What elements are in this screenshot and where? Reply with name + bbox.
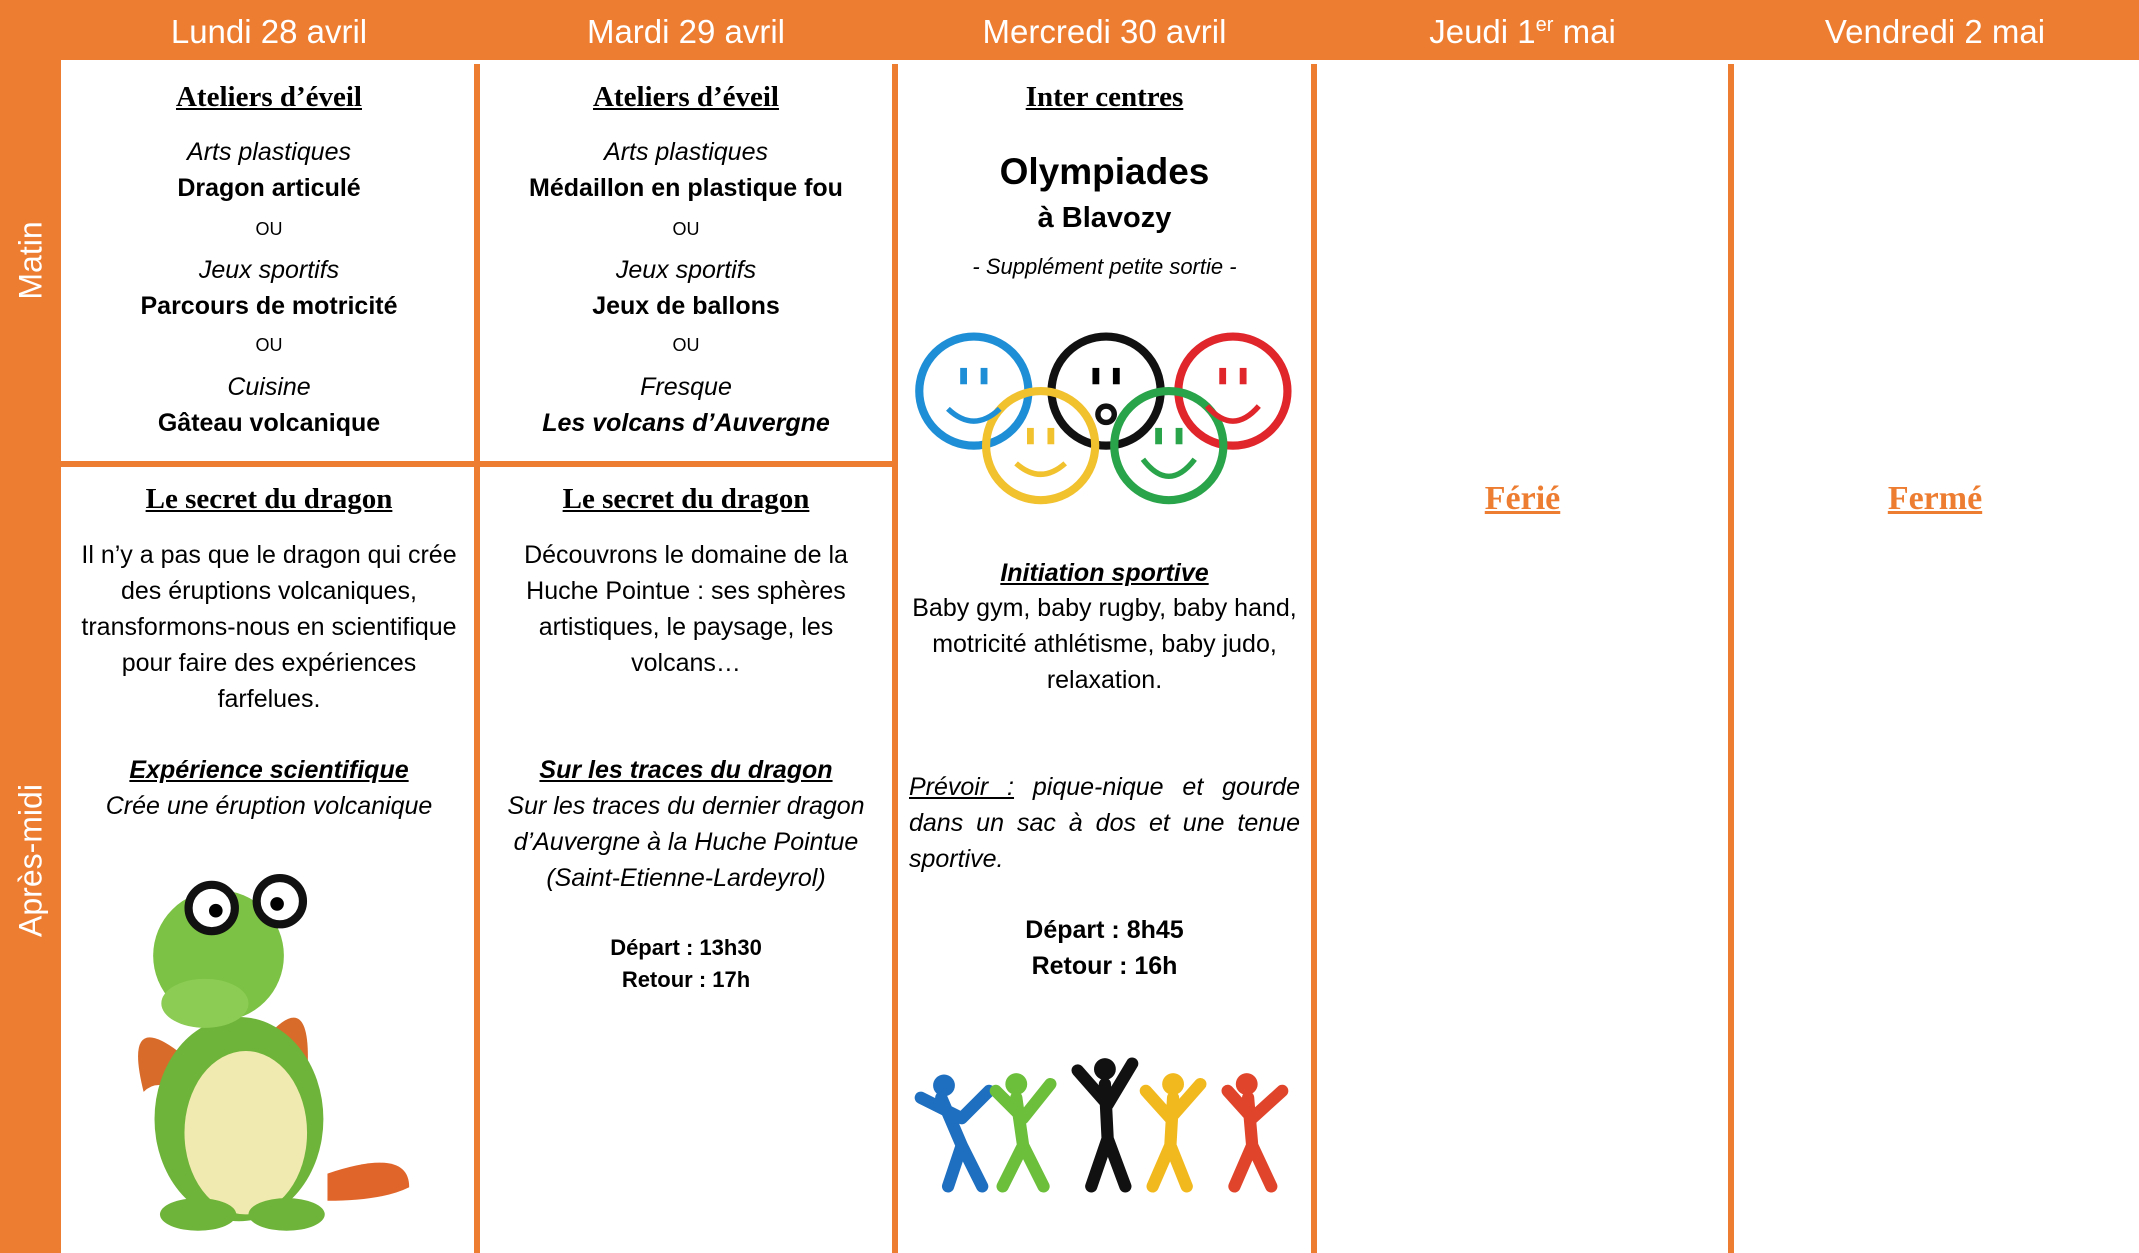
cell-subtitle: Initiation sportive bbox=[1000, 559, 1209, 587]
departure: Départ : 13h30 bbox=[610, 935, 762, 960]
cell-title: Le secret du dragon bbox=[145, 483, 393, 515]
category: Arts plastiques bbox=[187, 138, 351, 166]
return: Retour : 16h bbox=[1031, 952, 1178, 980]
cell-title: Ateliers d’éveil bbox=[175, 81, 362, 113]
separator: OU bbox=[255, 219, 283, 239]
cell-title: Ateliers d’éveil bbox=[592, 81, 779, 113]
separator: OU bbox=[672, 335, 700, 355]
grid-line bbox=[61, 60, 2139, 64]
prevoir-label: Prévoir : bbox=[909, 773, 1015, 801]
cell-subtext: Crée une éruption volcanique bbox=[105, 792, 433, 820]
period-label: Après-midi bbox=[12, 784, 49, 937]
activity: Gâteau volcanique bbox=[157, 409, 381, 437]
period-band bbox=[0, 0, 61, 1253]
separator: OU bbox=[255, 335, 283, 355]
activity: Jeux de ballons bbox=[592, 292, 780, 320]
cell-subtitle: Expérience scientifique bbox=[129, 756, 409, 784]
grid-line bbox=[1311, 63, 1317, 1253]
category: Arts plastiques bbox=[604, 138, 768, 166]
separator: OU bbox=[672, 219, 700, 239]
day-sup: er bbox=[1535, 14, 1554, 36]
prevoir: Prévoir : pique-nique et gourde dans un … bbox=[895, 769, 1314, 877]
status: Fermé bbox=[1887, 480, 1983, 517]
grid-line bbox=[1728, 63, 1734, 1253]
status: Férié bbox=[1484, 480, 1561, 517]
day-label: Jeudi 1 bbox=[1429, 13, 1536, 50]
activity: Médaillon en plastique fou bbox=[529, 174, 843, 202]
grid-line bbox=[892, 63, 898, 1253]
prevoir-text: pique-nique et gourde dans un sac à dos … bbox=[909, 773, 1300, 873]
category: Jeux sportifs bbox=[615, 256, 757, 284]
day-header: Vendredi 2 mai bbox=[1824, 13, 2046, 50]
day-header: Mercredi 30 avril bbox=[982, 13, 1227, 50]
cell-text: Baby gym, baby rugby, baby hand, motrici… bbox=[912, 594, 1297, 694]
category: Cuisine bbox=[227, 373, 311, 401]
day-header: Mardi 29 avril bbox=[586, 13, 786, 50]
cell-text: Découvrons le domaine de la Huche Pointu… bbox=[524, 541, 848, 677]
cell-title: Le secret du dragon bbox=[562, 483, 810, 515]
grid-line bbox=[474, 63, 480, 1253]
period-label: Matin bbox=[12, 221, 49, 300]
event: Olympiades bbox=[999, 151, 1210, 192]
place: à Blavozy bbox=[1037, 202, 1172, 234]
day-header: Lundi 28 avril bbox=[170, 13, 368, 50]
cell-text: Il n’y a pas que le dragon qui crée des … bbox=[81, 541, 457, 713]
cell-subtext: Sur les traces du dernier dragon d’Auver… bbox=[507, 792, 865, 892]
dragon-illustration bbox=[138, 873, 410, 1231]
category: Jeux sportifs bbox=[198, 256, 340, 284]
departure: Départ : 8h45 bbox=[1025, 916, 1184, 944]
cell-title: Inter centres bbox=[1025, 81, 1184, 113]
activity: Parcours de motricité bbox=[140, 292, 398, 320]
cell-subtitle: Sur les traces du dragon bbox=[539, 756, 833, 784]
activity: Les volcans d’Auvergne bbox=[542, 409, 830, 437]
day-header: Jeudi 1er mai bbox=[1314, 0, 1731, 63]
day-suffix: mai bbox=[1553, 13, 1616, 50]
header-band bbox=[0, 0, 2139, 63]
activity: Dragon articulé bbox=[177, 174, 361, 202]
people-illustration bbox=[914, 1057, 1289, 1193]
note: - Supplément petite sortie - bbox=[972, 254, 1237, 279]
return: Retour : 17h bbox=[621, 967, 751, 992]
category: Fresque bbox=[640, 373, 732, 401]
olympic-smileys bbox=[915, 332, 1292, 505]
